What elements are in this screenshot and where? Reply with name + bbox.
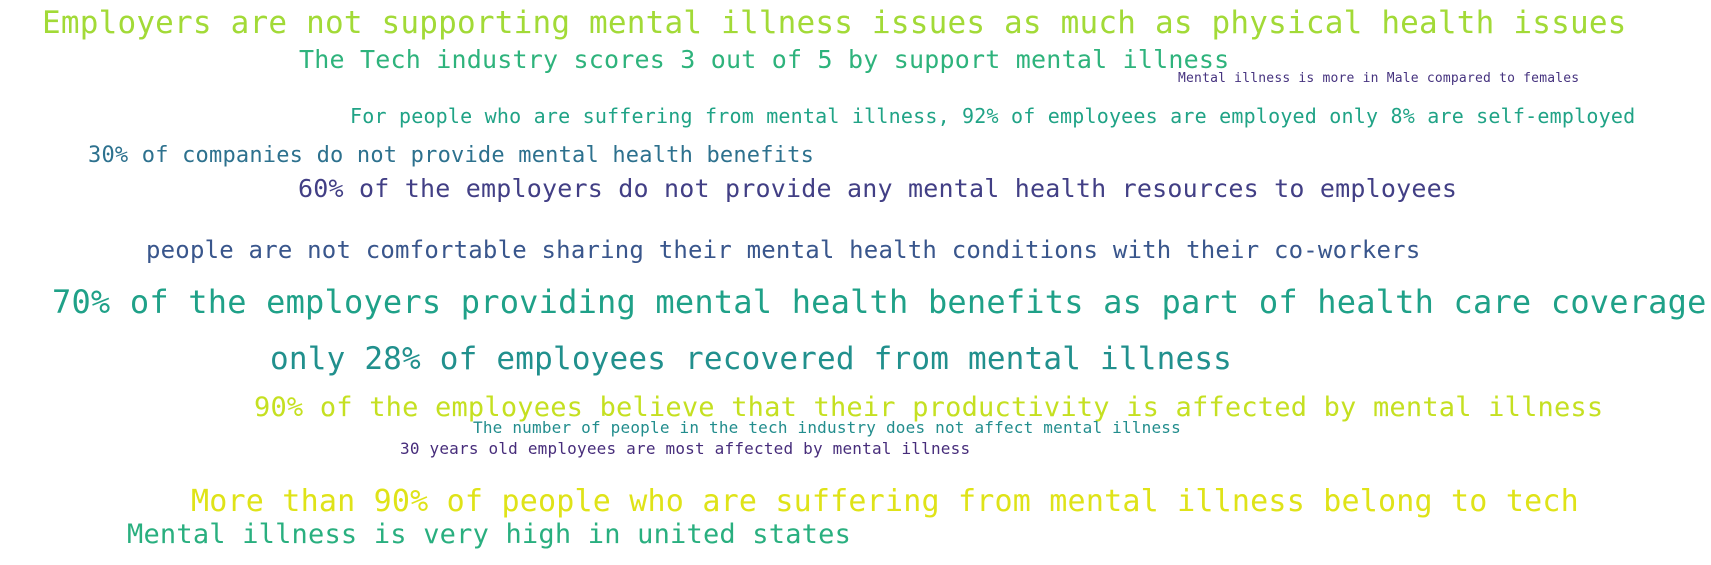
- word-cloud-phrase: For people who are suffering from mental…: [350, 104, 1636, 128]
- word-cloud-phrase: 30% of companies do not provide mental h…: [88, 143, 815, 168]
- word-cloud-phrase: 60% of the employers do not provide any …: [298, 174, 1458, 203]
- word-cloud-phrase: Mental illness is more in Male compared …: [1178, 71, 1580, 86]
- word-cloud-phrase: More than 90% of people who are sufferin…: [191, 484, 1579, 519]
- word-cloud-phrase: Mental illness is very high in united st…: [127, 519, 852, 550]
- word-cloud-phrase: Employers are not supporting mental illn…: [42, 5, 1627, 41]
- word-cloud-phrase: The Tech industry scores 3 out of 5 by s…: [299, 45, 1230, 74]
- word-cloud-phrase: 70% of the employers providing mental he…: [52, 283, 1707, 321]
- word-cloud-phrase: 30 years old employees are most affected…: [400, 439, 971, 458]
- word-cloud-phrase: The number of people in the tech industr…: [473, 418, 1181, 437]
- word-cloud-phrase: only 28% of employees recovered from men…: [270, 341, 1233, 377]
- word-cloud-phrase: people are not comfortable sharing their…: [146, 236, 1421, 264]
- word-cloud-phrase: 90% of the employees believe that their …: [254, 392, 1604, 423]
